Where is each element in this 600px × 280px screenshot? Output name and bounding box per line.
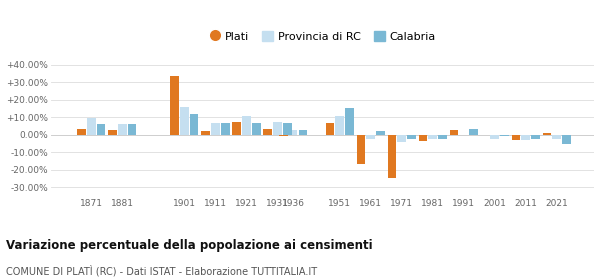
Bar <box>221 123 230 135</box>
Bar <box>299 129 307 135</box>
Text: Variazione percentuale della popolazione ai censimenti: Variazione percentuale della popolazione… <box>6 239 373 252</box>
Bar <box>376 131 385 135</box>
Bar <box>388 135 396 178</box>
Bar <box>397 135 406 142</box>
Bar <box>190 114 199 135</box>
Bar <box>562 135 571 144</box>
Bar <box>367 135 375 139</box>
Bar <box>202 131 210 135</box>
Legend: Plati, Provincia di RC, Calabria: Plati, Provincia di RC, Calabria <box>205 27 440 46</box>
Bar <box>232 122 241 135</box>
Bar <box>109 129 117 135</box>
Bar <box>428 135 437 139</box>
Bar <box>407 135 416 139</box>
Bar <box>283 123 292 135</box>
Bar <box>449 130 458 135</box>
Bar <box>180 107 189 135</box>
Bar <box>419 135 427 141</box>
Bar <box>87 118 95 135</box>
Bar <box>118 124 127 135</box>
Bar <box>97 124 106 135</box>
Bar <box>289 130 298 135</box>
Bar <box>170 76 179 135</box>
Bar <box>521 135 530 140</box>
Bar <box>77 129 86 135</box>
Bar <box>273 122 282 135</box>
Bar <box>512 135 520 140</box>
Bar <box>335 116 344 135</box>
Text: COMUNE DI PLATÌ (RC) - Dati ISTAT - Elaborazione TUTTITALIA.IT: COMUNE DI PLATÌ (RC) - Dati ISTAT - Elab… <box>6 265 317 276</box>
Bar <box>252 123 260 135</box>
Bar <box>469 129 478 135</box>
Bar <box>128 124 136 135</box>
Bar <box>263 129 272 135</box>
Bar <box>553 135 561 139</box>
Bar <box>490 135 499 139</box>
Bar <box>242 115 251 135</box>
Bar <box>356 135 365 164</box>
Bar <box>326 123 334 135</box>
Bar <box>345 108 353 135</box>
Bar <box>279 135 287 136</box>
Bar <box>531 135 540 139</box>
Bar <box>543 133 551 135</box>
Bar <box>211 123 220 135</box>
Bar <box>438 135 447 139</box>
Bar <box>500 135 509 136</box>
